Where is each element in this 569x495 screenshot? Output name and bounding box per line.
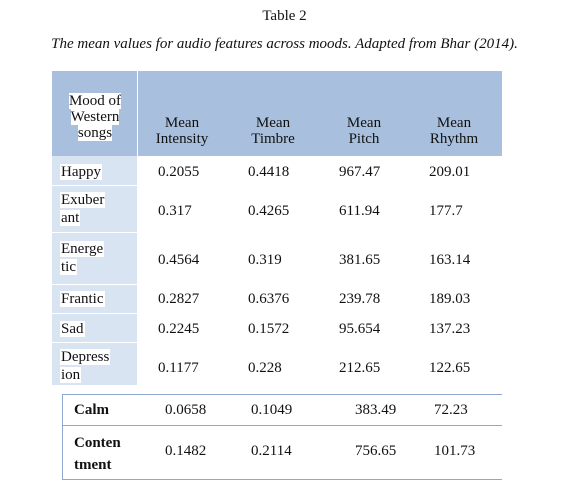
- header-mean-intensity: Mean Intensity: [142, 115, 222, 147]
- cell-pitch: 611.94: [339, 203, 380, 219]
- header-line: Rhythm: [429, 131, 479, 147]
- row-separator: [52, 232, 138, 233]
- mood-label-line: Energe: [60, 241, 105, 257]
- mood-label-line: Sad: [60, 321, 85, 337]
- row-separator: [52, 284, 138, 285]
- cell-timbre: 0.1572: [248, 321, 290, 337]
- header-mood: Mood of Western songs: [52, 93, 138, 141]
- header-line: Mean: [436, 115, 472, 131]
- cell-timbre: 0.4418: [248, 164, 290, 180]
- cell-rhythm: 122.65: [429, 360, 471, 376]
- header-mean-timbre: Mean Timbre: [235, 115, 311, 147]
- row-separator: [52, 313, 138, 314]
- row-mood-label: Conten tment: [74, 431, 121, 475]
- row-separator: [52, 342, 138, 343]
- table-rule: [62, 479, 502, 480]
- row-mood-label: Exuber ant: [60, 191, 106, 227]
- mood-label-line: Conten: [74, 435, 121, 451]
- cell-pitch: 967.47: [339, 164, 381, 180]
- table-rule: [62, 394, 502, 395]
- cell-intensity: 0.4564: [158, 252, 200, 268]
- row-mood-label: Sad: [60, 320, 85, 338]
- mood-label-line: Exuber: [60, 192, 106, 208]
- header-mood-line: Western: [70, 109, 120, 125]
- cell-intensity: 0.317: [158, 203, 192, 219]
- cell-rhythm: 72.23: [434, 402, 468, 418]
- header-mean-pitch: Mean Pitch: [326, 115, 402, 147]
- mood-label-line: tment: [74, 457, 112, 473]
- table-left-rule: [62, 394, 63, 480]
- table-rule: [62, 425, 502, 426]
- cell-pitch: 383.49: [355, 402, 397, 418]
- cell-intensity: 0.2245: [158, 321, 200, 337]
- table-caption-description: The mean values for audio features acros…: [51, 36, 518, 52]
- cell-pitch: 756.65: [355, 443, 397, 459]
- cell-timbre: 0.2114: [251, 443, 292, 459]
- cell-intensity: 0.2055: [158, 164, 200, 180]
- table-caption-title: Table 2: [262, 8, 307, 24]
- row-mood-label: Energe tic: [60, 240, 105, 276]
- mood-label-line: Happy: [60, 164, 102, 180]
- mood-label-line: ant: [60, 210, 81, 226]
- cell-intensity: 0.1482: [165, 443, 207, 459]
- header-line: Pitch: [348, 131, 380, 147]
- table-header-band: [52, 71, 502, 156]
- cell-timbre: 0.319: [248, 252, 282, 268]
- row-mood-label: Calm: [74, 402, 109, 418]
- mood-label-line: tic: [60, 259, 77, 275]
- cell-rhythm: 209.01: [429, 164, 471, 180]
- mood-label-line: Frantic: [60, 291, 105, 307]
- cell-pitch: 212.65: [339, 360, 381, 376]
- cell-pitch: 239.78: [339, 291, 381, 307]
- cell-timbre: 0.4265: [248, 203, 290, 219]
- header-line: Timbre: [251, 131, 295, 147]
- header-line: Mean: [346, 115, 382, 131]
- mood-column-separator: [137, 71, 138, 385]
- cell-rhythm: 177.7: [429, 203, 463, 219]
- cell-intensity: 0.2827: [158, 291, 200, 307]
- mood-label-line: Depress: [60, 349, 111, 365]
- cell-pitch: 95.654: [339, 321, 381, 337]
- cell-intensity: 0.1177: [158, 360, 199, 376]
- cell-rhythm: 101.73: [434, 443, 476, 459]
- cell-timbre: 0.6376: [248, 291, 290, 307]
- cell-rhythm: 189.03: [429, 291, 471, 307]
- cell-rhythm: 163.14: [429, 252, 471, 268]
- row-mood-label: Happy: [60, 163, 102, 181]
- header-line: Intensity: [155, 131, 209, 147]
- mood-label-line: ion: [60, 367, 82, 383]
- header-mood-line: songs: [77, 125, 113, 141]
- cell-rhythm: 137.23: [429, 321, 471, 337]
- cell-timbre: 0.228: [248, 360, 282, 376]
- row-mood-label: Depress ion: [60, 348, 111, 384]
- cell-intensity: 0.0658: [165, 402, 207, 418]
- cell-pitch: 381.65: [339, 252, 381, 268]
- header-line: Mean: [255, 115, 291, 131]
- header-mood-line: Mood of: [68, 93, 122, 109]
- cell-timbre: 0.1049: [251, 402, 293, 418]
- header-mean-rhythm: Mean Rhythm: [414, 115, 494, 147]
- row-separator: [52, 185, 138, 186]
- row-mood-label: Frantic: [60, 290, 105, 308]
- header-line: Mean: [164, 115, 200, 131]
